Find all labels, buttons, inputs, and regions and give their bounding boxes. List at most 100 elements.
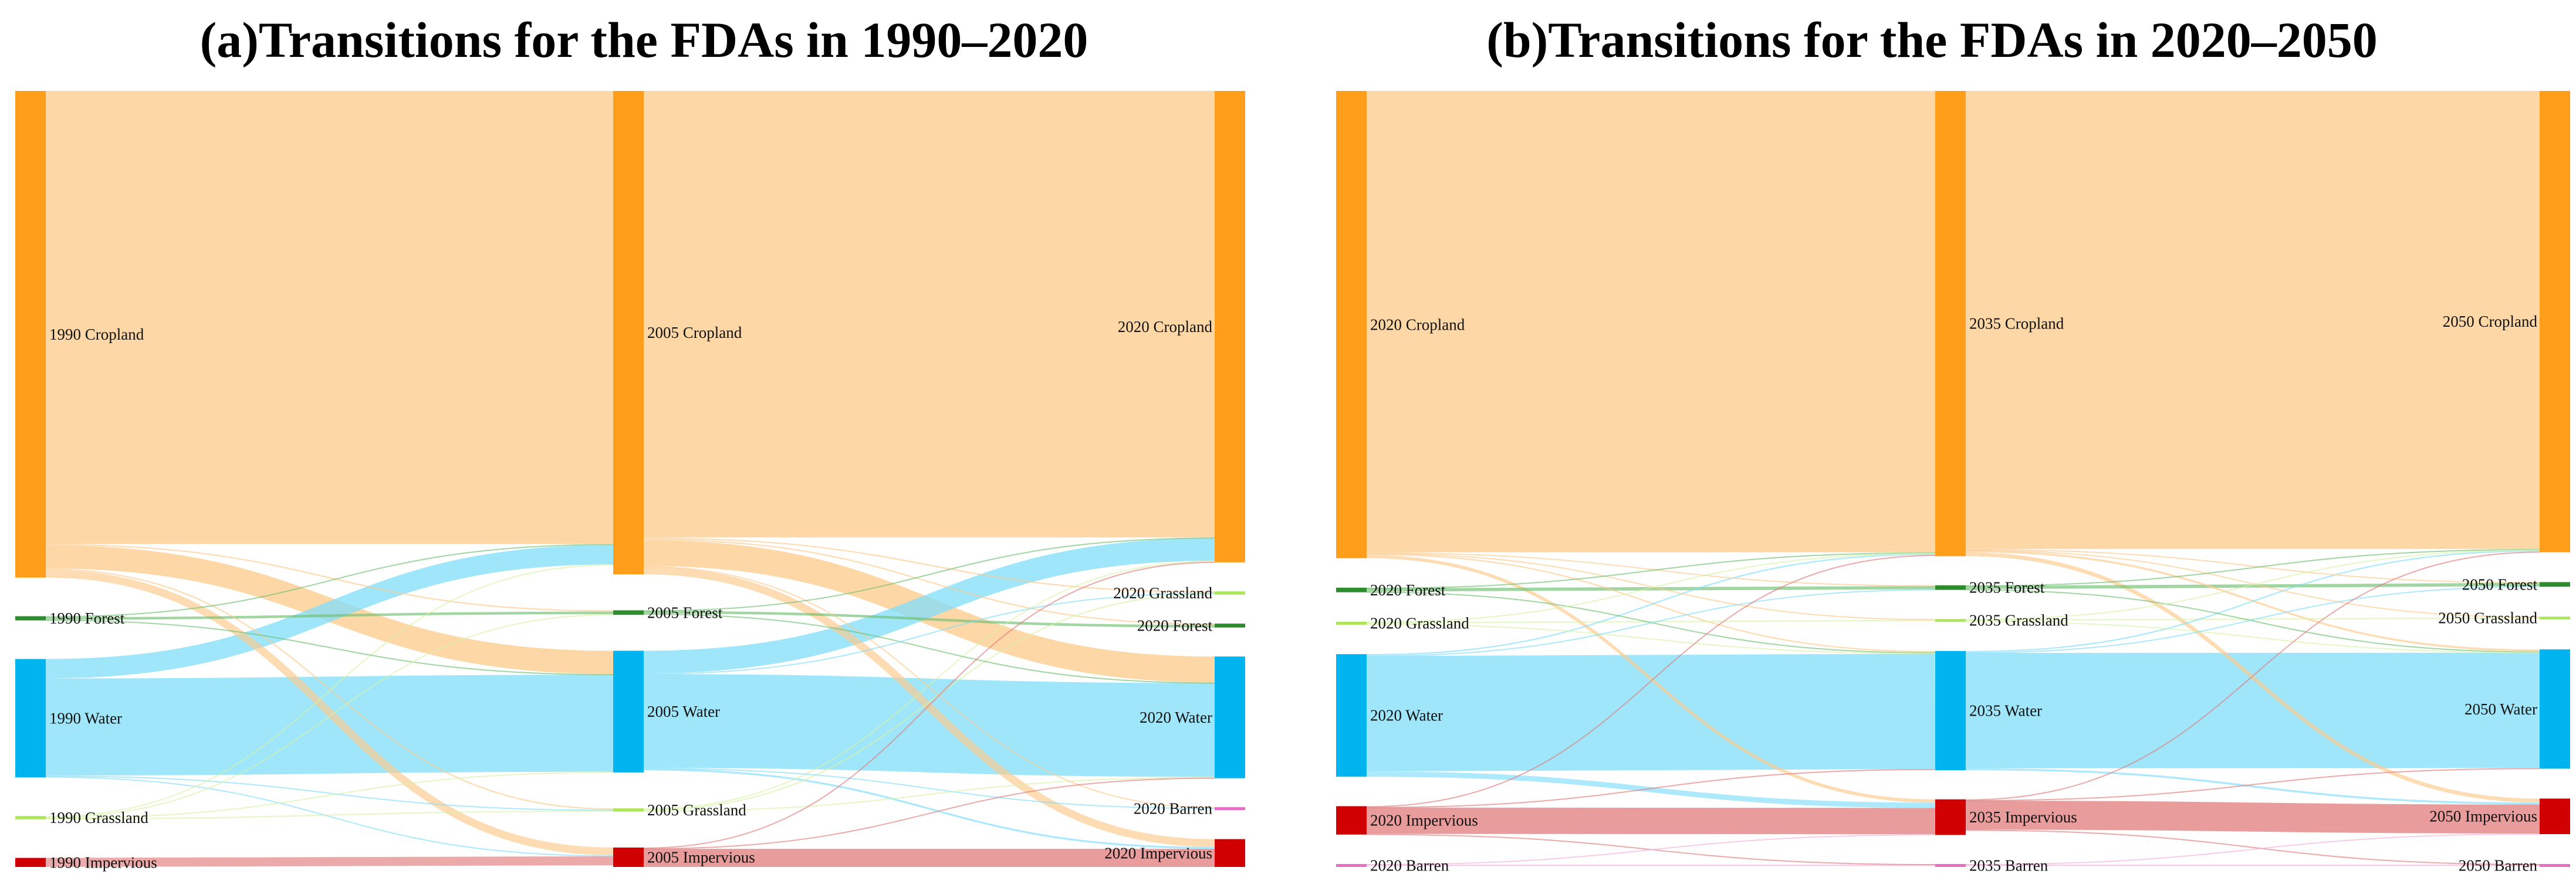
link-i2-to-i3[interactable]: [1965, 801, 2540, 834]
link-c1-to-g2[interactable]: [1366, 553, 1936, 621]
node-2050-barren[interactable]: [2540, 864, 2570, 867]
node-2005-cropland[interactable]: [613, 91, 644, 575]
link-f1-to-w2[interactable]: [45, 619, 614, 676]
node-2035-barren[interactable]: [1935, 864, 1966, 867]
link-g2-to-gr3[interactable]: [643, 593, 1215, 811]
node-2005-forest[interactable]: [613, 610, 644, 615]
link-i1-to-c2[interactable]: [1366, 554, 1936, 808]
link-i1-to-i2[interactable]: [45, 856, 614, 868]
link-c1-to-g2[interactable]: [45, 568, 614, 810]
link-f1-to-f2[interactable]: [1366, 585, 1936, 592]
node-1990-cropland[interactable]: [15, 91, 46, 578]
link-w1-to-c2[interactable]: [1366, 553, 1936, 656]
link-w2-to-i3[interactable]: [643, 768, 1215, 849]
node-2050-grassland[interactable]: [2540, 616, 2570, 620]
node-2050-water[interactable]: [2540, 649, 2570, 769]
node-2035-cropland[interactable]: [1935, 91, 1966, 557]
link-w1-to-c2[interactable]: [45, 544, 614, 679]
node-2020-grassland[interactable]: [1336, 621, 1367, 625]
link-b2-to-i3[interactable]: [1965, 833, 2540, 865]
link-f1-to-c2[interactable]: [45, 544, 614, 618]
link-c1-to-w2[interactable]: [1366, 553, 1936, 653]
node-2005-grassland[interactable]: [613, 808, 644, 812]
link-g1-to-w2[interactable]: [1366, 624, 1936, 655]
link-f2-to-f3[interactable]: [643, 611, 1215, 628]
link-g2-to-c3[interactable]: [1965, 549, 2540, 621]
link-w2-to-f3[interactable]: [1965, 586, 2540, 654]
link-i2-to-c3[interactable]: [643, 561, 1215, 849]
node-2005-water[interactable]: [613, 651, 644, 773]
node-2005-impervious[interactable]: [613, 847, 644, 867]
link-c2-to-f3[interactable]: [1965, 548, 2540, 584]
node-2020-barren[interactable]: [1336, 864, 1367, 867]
link-w1-to-f2[interactable]: [1366, 589, 1936, 657]
node-2035-forest[interactable]: [1935, 585, 1966, 590]
link-w1-to-w2[interactable]: [45, 675, 614, 776]
link-w2-to-w3[interactable]: [643, 674, 1215, 777]
link-f1-to-f2[interactable]: [45, 611, 614, 620]
node-2020-water[interactable]: [1336, 654, 1367, 777]
link-w2-to-c3[interactable]: [1965, 550, 2540, 653]
link-f2-to-f3[interactable]: [1965, 582, 2540, 590]
link-c1-to-f2[interactable]: [1366, 552, 1936, 587]
link-w2-to-i3[interactable]: [1965, 768, 2540, 805]
node-2035-grassland[interactable]: [1935, 619, 1966, 622]
link-w2-to-b3[interactable]: [643, 768, 1215, 809]
node-2020-forest[interactable]: [1336, 587, 1367, 592]
node-2020-barren[interactable]: [1215, 807, 1245, 811]
node-2050-cropland[interactable]: [2540, 91, 2570, 553]
link-i2-to-b3[interactable]: [1965, 829, 2540, 865]
node-1990-forest[interactable]: [15, 616, 46, 621]
panel-b-title: (b)Transitions for the FDAs in 2020–2050: [1486, 12, 2378, 68]
link-g1-to-g2[interactable]: [1366, 619, 1936, 624]
link-f2-to-w3[interactable]: [1965, 589, 2540, 653]
link-c2-to-b3[interactable]: [643, 565, 1215, 809]
link-c1-to-i2[interactable]: [45, 570, 614, 856]
node-2050-forest[interactable]: [2540, 582, 2570, 587]
link-i2-to-c3[interactable]: [1965, 551, 2540, 801]
link-g1-to-c2[interactable]: [1366, 553, 1936, 623]
node-2020-grassland[interactable]: [1215, 591, 1245, 595]
link-w2-to-c3[interactable]: [643, 538, 1215, 674]
link-c2-to-f3[interactable]: [643, 538, 1215, 625]
link-g1-to-c2[interactable]: [45, 564, 614, 818]
link-c2-to-g3[interactable]: [1965, 549, 2540, 618]
node-2020-forest[interactable]: [1215, 624, 1245, 628]
link-f2-to-w3[interactable]: [643, 613, 1215, 684]
node-2020-cropland[interactable]: [1215, 91, 1245, 563]
node-2035-impervious[interactable]: [1935, 799, 1966, 835]
node-2050-impervious[interactable]: [2540, 798, 2570, 835]
link-g2-to-w3[interactable]: [643, 777, 1215, 812]
link-g1-to-f2[interactable]: [45, 614, 614, 818]
node-2020-impervious[interactable]: [1215, 839, 1245, 867]
link-c1-to-i2[interactable]: [1366, 554, 1936, 803]
link-g1-to-w2[interactable]: [45, 771, 614, 819]
node-2020-cropland[interactable]: [1336, 91, 1367, 558]
link-f2-to-c3[interactable]: [643, 537, 1215, 612]
link-c2-to-i3[interactable]: [1965, 552, 2540, 803]
node-2020-water[interactable]: [1215, 656, 1245, 778]
link-g2-to-w3[interactable]: [1965, 621, 2540, 653]
link-c2-to-i3[interactable]: [643, 566, 1215, 847]
link-f1-to-c2[interactable]: [1366, 552, 1936, 589]
node-2035-water[interactable]: [1935, 651, 1966, 771]
node-2020-impervious[interactable]: [1336, 806, 1367, 835]
node-1990-water[interactable]: [15, 659, 46, 778]
link-w1-to-i2[interactable]: [1366, 771, 1936, 808]
link-i2-to-w3[interactable]: [643, 777, 1215, 849]
node-1990-grassland[interactable]: [15, 816, 46, 819]
node-1990-impervious[interactable]: [15, 858, 46, 867]
link-g2-to-g3[interactable]: [1965, 617, 2540, 621]
link-g1-to-g2[interactable]: [45, 810, 614, 820]
link-i2-to-w3[interactable]: [1965, 768, 2540, 801]
link-b1-to-i2[interactable]: [1366, 834, 1936, 865]
link-f2-to-c3[interactable]: [1965, 548, 2540, 587]
link-i1-to-w2[interactable]: [1366, 768, 1936, 808]
link-w1-to-w2[interactable]: [1366, 653, 1936, 772]
link-c2-to-gr3[interactable]: [643, 537, 1215, 593]
link-c1-to-f2[interactable]: [45, 544, 614, 612]
link-w2-to-gr3[interactable]: [643, 592, 1215, 675]
link-w1-to-i2[interactable]: [45, 776, 614, 857]
link-w1-to-g2[interactable]: [45, 775, 614, 811]
link-g2-to-c3[interactable]: [643, 561, 1215, 810]
